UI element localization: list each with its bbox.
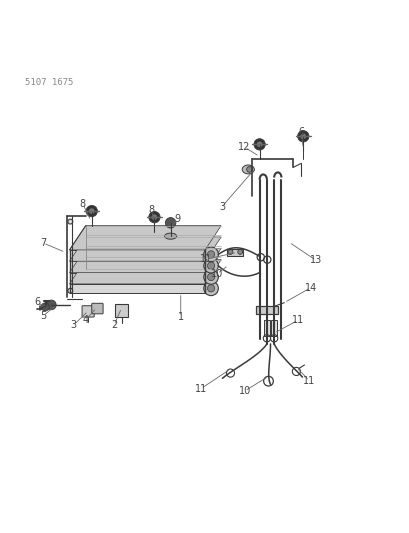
- Circle shape: [203, 270, 218, 284]
- Text: 11: 11: [291, 316, 303, 325]
- Text: 1: 1: [177, 312, 183, 322]
- Text: 3: 3: [70, 320, 76, 330]
- Circle shape: [207, 262, 214, 269]
- Bar: [70, 261, 204, 270]
- Ellipse shape: [242, 165, 254, 174]
- Circle shape: [246, 167, 252, 172]
- Circle shape: [41, 303, 49, 311]
- Text: 11: 11: [194, 384, 207, 394]
- Ellipse shape: [164, 233, 176, 239]
- Bar: [255, 306, 277, 313]
- Text: 14: 14: [304, 282, 316, 293]
- Bar: [263, 320, 269, 336]
- Circle shape: [297, 131, 308, 142]
- Circle shape: [89, 208, 94, 214]
- Circle shape: [207, 273, 214, 281]
- Bar: [70, 250, 204, 259]
- Circle shape: [86, 205, 97, 217]
- Circle shape: [253, 139, 265, 150]
- Text: 10: 10: [211, 269, 223, 279]
- Circle shape: [68, 219, 72, 224]
- Circle shape: [148, 212, 160, 223]
- Circle shape: [207, 251, 214, 258]
- Text: 4: 4: [83, 315, 88, 325]
- Text: 8: 8: [80, 199, 86, 209]
- Text: 12: 12: [238, 142, 250, 152]
- Circle shape: [207, 285, 214, 292]
- FancyBboxPatch shape: [92, 303, 103, 314]
- Bar: [227, 249, 243, 256]
- Circle shape: [165, 217, 175, 228]
- Text: 11: 11: [199, 254, 211, 264]
- Text: 5: 5: [40, 311, 46, 321]
- Circle shape: [203, 259, 218, 273]
- Circle shape: [256, 142, 262, 147]
- Polygon shape: [70, 260, 220, 284]
- Polygon shape: [70, 248, 220, 272]
- Circle shape: [300, 133, 306, 139]
- Text: 6: 6: [34, 297, 40, 307]
- Bar: [115, 304, 128, 317]
- Text: 9: 9: [174, 214, 180, 224]
- Bar: [70, 272, 204, 281]
- Text: 6: 6: [297, 127, 303, 137]
- Circle shape: [227, 249, 232, 254]
- Polygon shape: [70, 225, 220, 250]
- FancyBboxPatch shape: [82, 306, 94, 317]
- Circle shape: [237, 249, 242, 254]
- Circle shape: [151, 214, 157, 220]
- Text: 10: 10: [238, 386, 250, 396]
- Polygon shape: [70, 237, 220, 261]
- Text: 5107 1675: 5107 1675: [25, 78, 73, 87]
- Text: 3: 3: [218, 201, 225, 212]
- Bar: [271, 320, 276, 336]
- Text: 13: 13: [309, 255, 321, 265]
- Text: 7: 7: [40, 238, 46, 248]
- Bar: [70, 284, 204, 293]
- Text: 8: 8: [148, 205, 154, 215]
- Text: 2: 2: [110, 320, 117, 330]
- Circle shape: [203, 247, 218, 262]
- Circle shape: [203, 281, 218, 296]
- Circle shape: [68, 288, 72, 293]
- Circle shape: [46, 300, 56, 310]
- Text: 11: 11: [303, 376, 315, 385]
